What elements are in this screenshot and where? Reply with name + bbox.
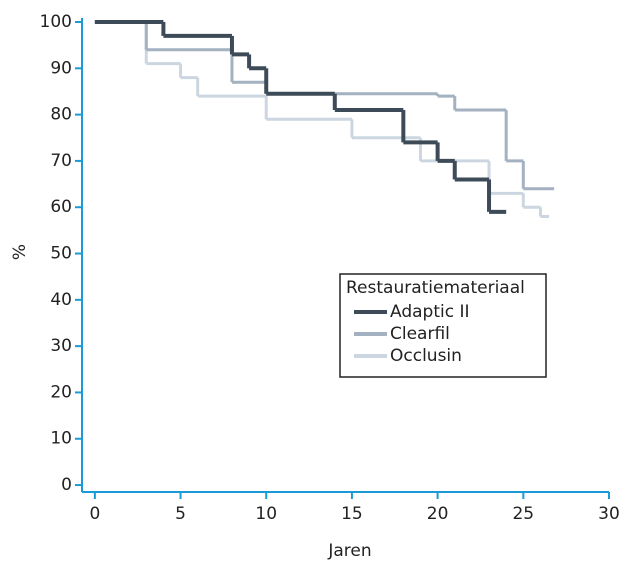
y-tick-label: 80 bbox=[50, 105, 72, 125]
y-tick-label: 90 bbox=[50, 58, 72, 78]
x-tick-label: 30 bbox=[598, 504, 620, 524]
legend-box bbox=[339, 273, 547, 378]
y-tick-label: 100 bbox=[40, 12, 72, 32]
legend-label: Adaptic II bbox=[390, 302, 470, 322]
y-tick-label: 50 bbox=[50, 244, 72, 264]
legend-label: Clearfil bbox=[390, 324, 450, 344]
x-tick-label: 20 bbox=[427, 504, 449, 524]
y-axis-label: % bbox=[10, 244, 30, 260]
legend-label: Occlusin bbox=[390, 346, 462, 366]
x-tick-label: 15 bbox=[341, 504, 363, 524]
x-tick-label: 5 bbox=[175, 504, 186, 524]
y-tick-label: 20 bbox=[50, 382, 72, 402]
x-axis-label: Jaren bbox=[327, 541, 371, 561]
y-tick-label: 70 bbox=[50, 151, 72, 171]
y-tick-label: 10 bbox=[50, 429, 72, 449]
x-tick-label: 0 bbox=[89, 504, 100, 524]
y-tick-label: 40 bbox=[50, 290, 72, 310]
x-tick-label: 10 bbox=[255, 504, 277, 524]
y-tick-label: 60 bbox=[50, 197, 72, 217]
y-tick-label: 0 bbox=[61, 475, 72, 495]
y-tick-label: 30 bbox=[50, 336, 72, 356]
legend-title: Restauratiemateriaal bbox=[346, 278, 525, 298]
x-tick-label: 25 bbox=[512, 504, 534, 524]
